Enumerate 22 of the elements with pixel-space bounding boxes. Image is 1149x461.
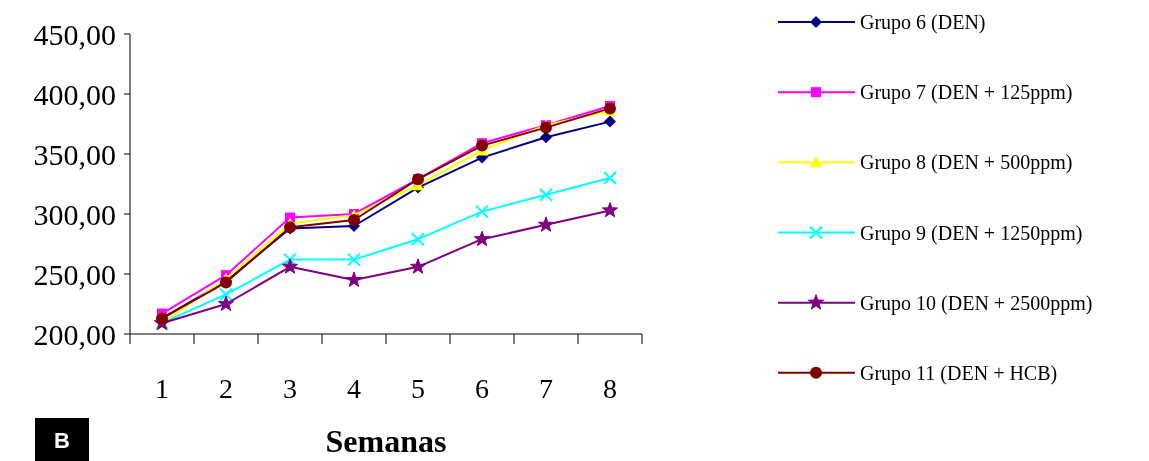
legend-label: Grupo 11 (DEN + HCB) <box>860 361 1058 385</box>
y-tick-label: 250,00 <box>33 257 116 291</box>
legend-label: Grupo 9 (DEN + 1250ppm) <box>860 221 1083 245</box>
y-tick-label: 200,00 <box>33 317 116 351</box>
y-tick-label: 450,00 <box>33 17 116 51</box>
y-tick-label: 400,00 <box>33 77 116 111</box>
legend-label: Grupo 6 (DEN) <box>860 11 986 34</box>
x-tick-label: 5 <box>411 373 425 404</box>
x-tick-label: 6 <box>475 373 489 404</box>
x-tick-label: 3 <box>283 373 297 404</box>
x-tick-label: 4 <box>347 373 361 404</box>
legend-label: Grupo 10 (DEN + 2500ppm) <box>860 291 1093 315</box>
x-tick-label: 1 <box>155 373 169 404</box>
x-tick-label: 7 <box>539 373 553 404</box>
legend-label: Grupo 8 (DEN + 500ppm) <box>860 151 1073 175</box>
x-tick-label: 8 <box>603 373 617 404</box>
x-axis-title: Semanas <box>325 423 447 459</box>
y-tick-label: 300,00 <box>33 197 116 231</box>
legend-label: Grupo 7 (DEN + 125ppm) <box>860 81 1073 105</box>
x-tick-label: 2 <box>219 373 233 404</box>
text: B <box>54 428 70 453</box>
y-tick-label: 350,00 <box>33 137 116 171</box>
